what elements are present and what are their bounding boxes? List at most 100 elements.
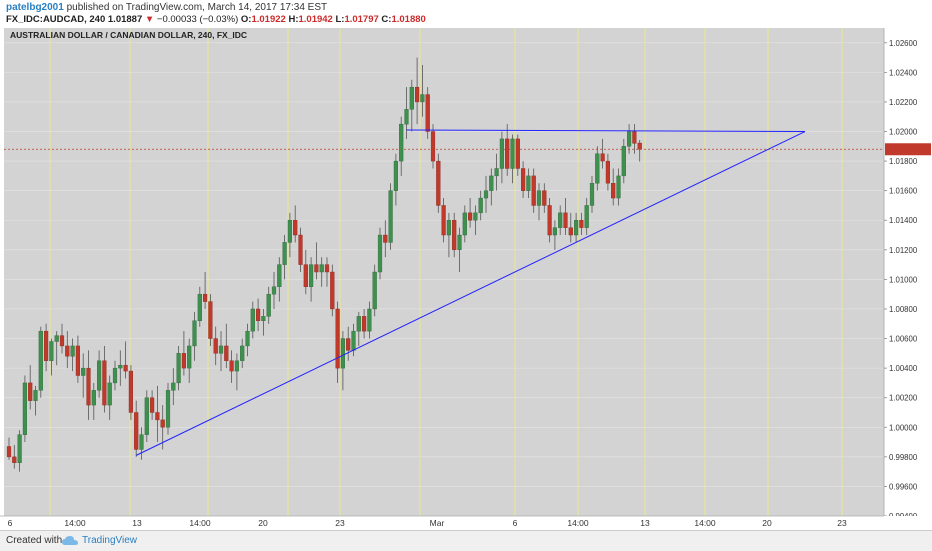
- candle-up[interactable]: [81, 367, 86, 376]
- candle-up[interactable]: [510, 138, 515, 169]
- candle-down[interactable]: [383, 234, 388, 243]
- candle-up[interactable]: [489, 175, 494, 191]
- candle-up[interactable]: [404, 109, 409, 125]
- candle-up[interactable]: [261, 316, 266, 322]
- candle-up[interactable]: [118, 364, 123, 369]
- candle-up[interactable]: [309, 264, 314, 287]
- candle-down[interactable]: [86, 367, 91, 406]
- candle-down[interactable]: [6, 446, 12, 458]
- candle-down[interactable]: [229, 360, 234, 372]
- candle-up[interactable]: [351, 330, 356, 351]
- candle-down[interactable]: [213, 338, 218, 354]
- chart-area[interactable]: AUSTRALIAN DOLLAR / CANADIAN DOLLAR, 240…: [0, 28, 932, 530]
- candle-down[interactable]: [547, 205, 552, 236]
- candle-down[interactable]: [637, 142, 642, 150]
- candle-down[interactable]: [425, 94, 430, 132]
- candle-up[interactable]: [499, 138, 504, 169]
- candle-up[interactable]: [54, 335, 59, 342]
- candle-down[interactable]: [155, 412, 160, 421]
- candle-down[interactable]: [362, 316, 367, 332]
- candle-down[interactable]: [335, 308, 340, 369]
- candle-up[interactable]: [356, 316, 361, 332]
- candle-down[interactable]: [44, 330, 49, 361]
- candle-up[interactable]: [483, 190, 489, 199]
- candle-up[interactable]: [218, 345, 224, 354]
- candle-up[interactable]: [409, 86, 414, 110]
- candle-down[interactable]: [149, 397, 155, 413]
- candle-down[interactable]: [430, 131, 436, 162]
- candle-up[interactable]: [165, 390, 171, 428]
- candle-up[interactable]: [144, 397, 149, 435]
- candle-down[interactable]: [28, 382, 33, 401]
- candle-down[interactable]: [102, 360, 107, 406]
- candle-down[interactable]: [123, 364, 128, 372]
- candle-up[interactable]: [621, 146, 626, 177]
- candle-up[interactable]: [245, 330, 250, 347]
- candle-down[interactable]: [65, 345, 70, 357]
- candle-up[interactable]: [17, 434, 22, 463]
- candle-up[interactable]: [250, 308, 255, 332]
- candle-up[interactable]: [399, 123, 404, 162]
- candle-down[interactable]: [600, 153, 605, 162]
- candle-up[interactable]: [22, 382, 27, 435]
- candle-down[interactable]: [579, 220, 584, 228]
- candle-down[interactable]: [324, 264, 330, 273]
- candle-down[interactable]: [224, 345, 229, 361]
- candle-up[interactable]: [372, 271, 377, 310]
- candle-down[interactable]: [134, 412, 139, 450]
- candle-up[interactable]: [287, 220, 292, 243]
- candlestick-chart[interactable]: AUSTRALIAN DOLLAR / CANADIAN DOLLAR, 240…: [0, 28, 932, 530]
- candle-up[interactable]: [234, 360, 239, 372]
- candle-down[interactable]: [314, 264, 319, 273]
- candle-down[interactable]: [505, 138, 510, 169]
- candle-up[interactable]: [91, 390, 96, 406]
- candle-down[interactable]: [12, 456, 17, 463]
- candle-down[interactable]: [605, 160, 610, 184]
- candle-up[interactable]: [462, 212, 467, 236]
- candle-up[interactable]: [446, 220, 451, 236]
- candle-down[interactable]: [298, 234, 303, 265]
- candle-up[interactable]: [457, 234, 462, 251]
- candle-up[interactable]: [526, 175, 531, 191]
- candle-up[interactable]: [171, 382, 176, 391]
- candle-up[interactable]: [107, 382, 112, 406]
- candle-down[interactable]: [415, 86, 420, 103]
- candle-up[interactable]: [96, 360, 102, 391]
- candle-down[interactable]: [128, 370, 133, 413]
- candle-up[interactable]: [340, 338, 345, 369]
- candle-down[interactable]: [611, 183, 616, 199]
- candle-down[interactable]: [202, 293, 208, 302]
- candle-up[interactable]: [589, 183, 595, 206]
- candle-up[interactable]: [49, 341, 54, 361]
- candle-up[interactable]: [197, 293, 202, 322]
- candle-up[interactable]: [112, 367, 118, 384]
- candle-down[interactable]: [632, 131, 637, 144]
- candle-up[interactable]: [388, 190, 393, 243]
- candle-up[interactable]: [271, 286, 277, 295]
- trendline-resistance[interactable]: [406, 129, 806, 133]
- candle-up[interactable]: [595, 153, 600, 184]
- candle-up[interactable]: [584, 205, 589, 228]
- candle-down[interactable]: [436, 160, 441, 206]
- candle-down[interactable]: [468, 212, 473, 221]
- candle-down[interactable]: [346, 338, 351, 351]
- candle-up[interactable]: [420, 94, 425, 103]
- candle-down[interactable]: [531, 175, 536, 206]
- candle-down[interactable]: [59, 335, 65, 347]
- candle-up[interactable]: [473, 212, 478, 221]
- trendline-support[interactable]: [135, 131, 806, 456]
- candle-up[interactable]: [33, 390, 38, 401]
- candle-down[interactable]: [256, 308, 261, 321]
- candle-down[interactable]: [303, 264, 308, 287]
- candle-up[interactable]: [70, 345, 75, 357]
- candle-up[interactable]: [574, 220, 579, 236]
- candle-down[interactable]: [568, 227, 573, 236]
- candle-down[interactable]: [452, 220, 457, 251]
- candle-down[interactable]: [293, 220, 298, 236]
- candle-down[interactable]: [181, 353, 186, 369]
- candle-up[interactable]: [558, 212, 563, 228]
- author-link[interactable]: patelbg2001: [6, 2, 64, 13]
- candle-up[interactable]: [367, 308, 372, 332]
- candle-up[interactable]: [282, 242, 287, 265]
- candle-up[interactable]: [377, 234, 383, 273]
